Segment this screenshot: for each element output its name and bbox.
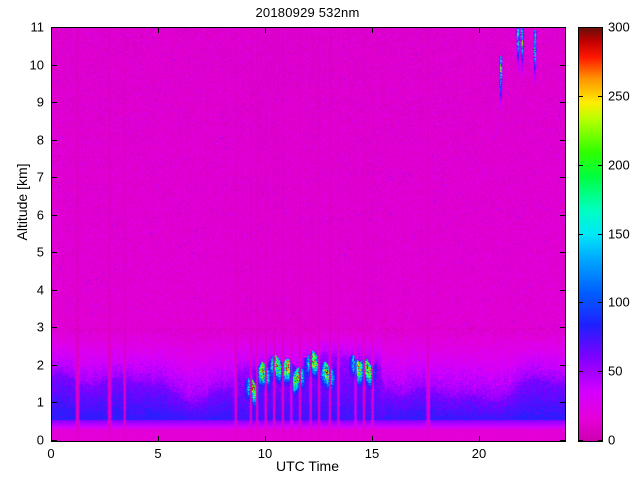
y-tick [52,140,57,141]
x-tick-top [51,28,52,33]
x-tick-top [372,28,373,33]
y-tick-right [560,440,565,441]
colorbar-tick-label: 0 [608,432,616,448]
colorbar-tick [579,27,583,28]
x-tick-label: 0 [47,446,55,461]
colorbar-tick [579,165,583,166]
y-tick-right [560,327,565,328]
y-tick [52,177,57,178]
x-axis-label: UTC Time [276,458,339,474]
colorbar-tick-right [598,27,602,28]
y-tick [52,440,57,441]
y-axis-label: Altitude [km] [14,163,30,241]
colorbar-tick-label: 150 [608,226,630,242]
y-tick-label: 9 [36,94,44,110]
y-tick-label: 5 [36,244,44,260]
colorbar-tick [579,371,583,372]
heatmap-canvas [52,28,565,441]
y-tick [52,252,57,253]
y-tick [52,290,57,291]
y-tick [52,402,57,403]
y-tick-label: 10 [29,57,44,73]
y-tick-right [560,65,565,66]
colorbar-tick-label: 250 [608,88,630,104]
y-tick-label: 3 [36,319,44,335]
y-tick-label: 6 [36,207,44,223]
x-tick [479,436,480,441]
y-tick-right [560,252,565,253]
colorbar-tick [579,440,583,441]
x-tick-top [158,28,159,33]
plot-area[interactable] [51,27,566,442]
colorbar-tick-label: 200 [608,157,630,173]
y-tick-right [560,215,565,216]
page-title: 20180929 532nm [255,5,360,20]
y-tick-right [560,290,565,291]
x-tick-top [479,28,480,33]
y-tick-label: 8 [36,132,44,148]
y-tick [52,327,57,328]
x-tick [158,436,159,441]
y-tick-label: 2 [36,357,44,373]
colorbar-tick-label: 300 [608,19,630,35]
x-tick-label: 10 [257,446,273,461]
colorbar-tick [579,96,583,97]
y-tick-label: 11 [30,19,45,35]
y-tick-right [560,365,565,366]
x-tick-label: 5 [154,446,162,461]
y-tick [52,27,57,28]
y-tick [52,102,57,103]
x-tick [51,436,52,441]
colorbar-tick-right [598,165,602,166]
y-tick-label: 4 [36,282,44,298]
colorbar-tick [579,302,583,303]
x-tick-top [265,28,266,33]
y-tick-label: 0 [36,432,44,448]
y-tick [52,215,57,216]
colorbar-tick-label: 100 [608,294,630,310]
colorbar-gradient [579,28,602,441]
colorbar-tick-right [598,371,602,372]
colorbar-tick-label: 50 [608,363,623,379]
x-tick-label: 15 [364,446,380,461]
x-tick [372,436,373,441]
y-tick-right [560,27,565,28]
y-tick-right [560,140,565,141]
colorbar-tick-right [598,302,602,303]
y-tick-label: 7 [36,169,44,185]
y-tick-right [560,177,565,178]
x-tick [265,436,266,441]
colorbar-tick-right [598,440,602,441]
x-tick-label: 20 [471,446,487,461]
y-tick-right [560,402,565,403]
y-tick-right [560,102,565,103]
y-tick [52,65,57,66]
colorbar-tick-right [598,96,602,97]
colorbar-tick-right [598,234,602,235]
y-tick [52,365,57,366]
colorbar-tick [579,234,583,235]
y-tick-label: 1 [36,394,44,410]
